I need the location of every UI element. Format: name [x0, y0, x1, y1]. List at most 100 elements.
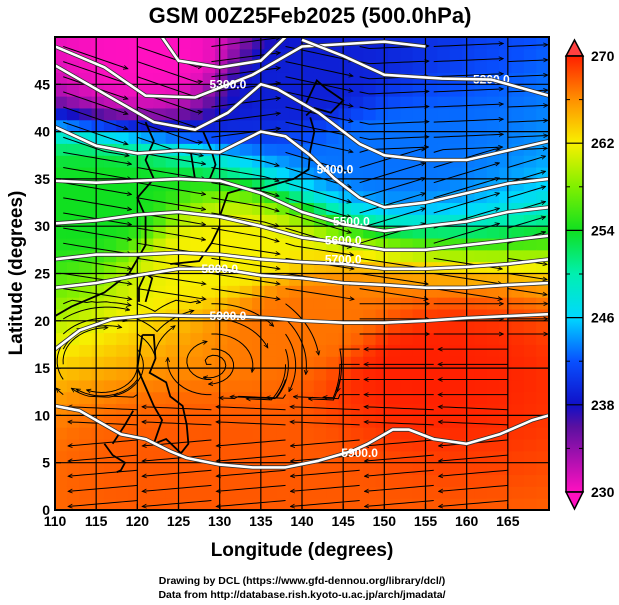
- shading-cell: [276, 213, 291, 227]
- shading-cell: [276, 261, 291, 274]
- shading-cell: [252, 367, 266, 381]
- shading-cell: [511, 497, 525, 510]
- streamline: [63, 106, 127, 129]
- shading-cell: [190, 367, 204, 381]
- shading-cell: [437, 379, 451, 393]
- shading-cell: [55, 95, 68, 109]
- shading-cell: [252, 485, 266, 499]
- shading-cell: [387, 131, 402, 144]
- shading-cell: [301, 166, 315, 180]
- shading-cell: [178, 48, 192, 62]
- shading-cell: [350, 497, 365, 510]
- shading-cell: [79, 60, 93, 73]
- x-tick-label: 160: [455, 513, 479, 529]
- shading-cell: [252, 403, 266, 416]
- shading-cell: [103, 190, 118, 204]
- streamline: [211, 242, 279, 254]
- shading-cell: [412, 107, 426, 121]
- shading-cell: [449, 296, 464, 310]
- shading-cell: [202, 367, 217, 381]
- shading-cell: [363, 166, 377, 180]
- shading-cell: [202, 131, 217, 144]
- shading-cell: [449, 450, 464, 464]
- shading-cell: [326, 343, 340, 357]
- shading-cell: [178, 474, 192, 487]
- shading-cell: [289, 71, 303, 85]
- shading-cell: [165, 154, 179, 168]
- shading-cell: [412, 60, 426, 73]
- shading-cell: [91, 166, 105, 180]
- streamline: [137, 167, 205, 180]
- shading-cell: [437, 273, 451, 286]
- shading-cell: [276, 414, 291, 428]
- shading-cell: [313, 225, 328, 239]
- streamline: [285, 91, 353, 106]
- shading-cell: [511, 355, 525, 369]
- streamline: [359, 137, 429, 140]
- shading-cell: [202, 474, 217, 487]
- shading-cell: [140, 485, 155, 499]
- streamline: [285, 242, 354, 255]
- shading-cell: [350, 355, 365, 369]
- shading-cell: [91, 107, 105, 121]
- x-tick-label: 135: [249, 513, 273, 529]
- shading-cell: [91, 237, 105, 251]
- shading-cell: [215, 37, 229, 50]
- shading-cell: [66, 367, 81, 381]
- shading-cell: [91, 190, 105, 204]
- shading-cell: [128, 379, 142, 393]
- shading-cell: [499, 438, 513, 452]
- shading-cell: [190, 485, 204, 499]
- shading-cell: [116, 485, 130, 499]
- shading-cell: [202, 107, 217, 121]
- shading-cell: [91, 403, 105, 416]
- shading-cell: [79, 497, 93, 510]
- grid-lines: [55, 37, 549, 510]
- streamline: [114, 348, 144, 396]
- shading-cell: [462, 379, 476, 393]
- shading-cell: [486, 485, 501, 499]
- shading-cell: [165, 403, 179, 416]
- shading-cell: [462, 225, 476, 239]
- shading-cell: [536, 320, 549, 334]
- shading-cell: [79, 343, 93, 357]
- shading-cell: [449, 332, 464, 345]
- shading-cell: [474, 379, 488, 393]
- shading-cell: [313, 284, 328, 298]
- shading-cell: [375, 190, 389, 204]
- shading-cell: [252, 296, 266, 310]
- shading-cell: [326, 60, 340, 73]
- shading-cell: [523, 107, 538, 121]
- shading-cell: [412, 119, 426, 133]
- streamline: [63, 273, 131, 285]
- shading-cell: [486, 391, 501, 405]
- shading-cell: [190, 355, 204, 369]
- shading-cell: [289, 60, 303, 73]
- contour-label: 5800.0: [201, 262, 238, 276]
- shading-cell: [103, 154, 118, 168]
- shading-cell: [499, 474, 513, 487]
- shading-cell: [350, 474, 365, 487]
- streamline: [69, 439, 138, 446]
- shading-cell: [239, 438, 254, 452]
- shading-cell: [153, 83, 167, 97]
- shading-cell: [338, 284, 352, 298]
- shading-cell: [313, 296, 328, 310]
- shading-cell: [437, 462, 451, 476]
- shading-cell: [190, 37, 204, 50]
- y-tick-label: 20: [34, 313, 50, 329]
- x-tick-label: 115: [85, 513, 108, 529]
- streamline: [433, 147, 503, 153]
- shading-cell: [276, 284, 291, 298]
- shading-cell: [227, 497, 241, 510]
- shading-cell: [425, 119, 439, 133]
- streamline: [63, 257, 131, 269]
- shading-cell: [425, 37, 439, 50]
- shading-cell: [511, 37, 525, 50]
- shading-cell: [140, 426, 155, 440]
- shading-cell: [400, 332, 414, 345]
- streamline: [439, 500, 508, 507]
- shading-cell: [511, 343, 525, 357]
- shading-cell: [350, 426, 365, 440]
- shading-cell: [128, 320, 142, 334]
